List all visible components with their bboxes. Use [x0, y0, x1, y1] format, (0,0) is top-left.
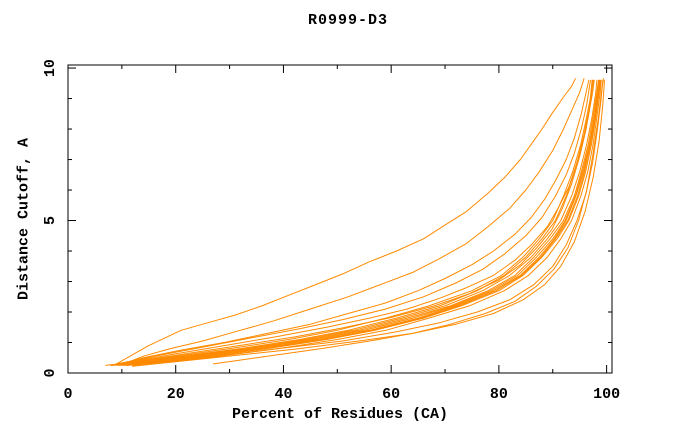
data-curve-04 — [110, 79, 591, 366]
data-curve-03 — [113, 79, 590, 366]
data-curve-11 — [126, 79, 602, 366]
x-tick-label-20: 20 — [167, 386, 185, 403]
y-tick-label-0: 0 — [42, 368, 59, 377]
data-curve-16 — [132, 79, 605, 367]
x-axis-title: Percent of Residues (CA) — [231, 406, 449, 423]
x-tick-label-80: 80 — [490, 386, 508, 403]
data-curve-12 — [132, 79, 602, 366]
data-curve-02 — [121, 78, 585, 365]
x-tick-label-40: 40 — [274, 386, 292, 403]
data-curve-01 — [116, 78, 576, 365]
x-tick-label-0: 0 — [63, 386, 72, 403]
data-curve-07 — [110, 79, 598, 366]
data-curve-05 — [116, 79, 593, 365]
y-tick-label-10: 10 — [42, 59, 59, 77]
x-tick-label-60: 60 — [382, 386, 400, 403]
data-curve-08 — [116, 79, 599, 366]
x-tick-label-100: 100 — [593, 386, 620, 403]
data-curve-13 — [118, 79, 600, 366]
plot-frame — [67, 64, 613, 374]
chart-title: R0999-D3 — [307, 12, 389, 29]
data-curve-17 — [212, 78, 604, 365]
data-curve-18 — [113, 79, 594, 366]
y-tick-label-5: 5 — [42, 216, 59, 225]
y-axis-title: Distance Cutoff, A — [15, 137, 33, 301]
data-curve-09 — [121, 79, 601, 366]
data-curve-10 — [110, 79, 594, 366]
data-curve-14 — [124, 79, 601, 366]
data-curve-15 — [126, 79, 604, 366]
